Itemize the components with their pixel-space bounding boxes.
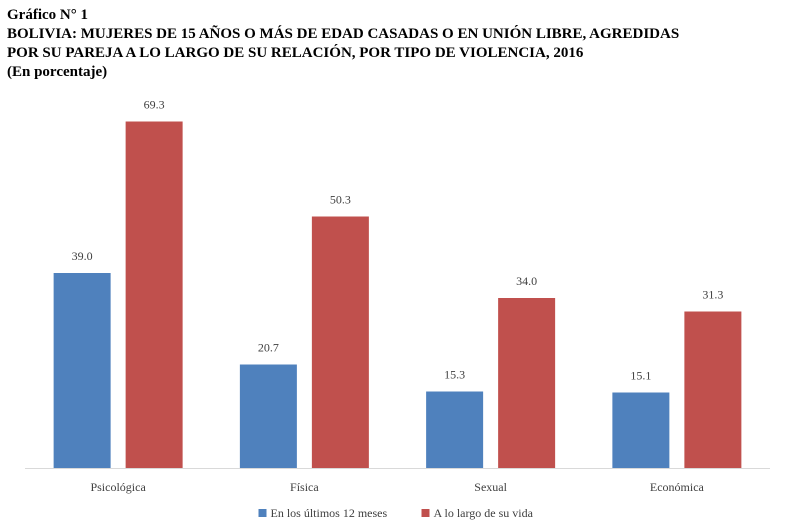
x-tick-label: Sexual (474, 480, 507, 494)
data-label: 50.3 (330, 193, 351, 207)
bar-last-12-months-1 (239, 364, 297, 468)
figure-caption: Gráfico N° 1 (7, 7, 88, 23)
bar-lifetime-1 (311, 216, 369, 468)
data-label: 15.3 (444, 368, 465, 382)
x-tick-label: Económica (650, 480, 705, 494)
chart-header: Gráfico N° 1 BOLIVIA: MUJERES DE 15 AÑOS… (7, 6, 792, 82)
bar-lifetime-2 (498, 298, 556, 468)
data-label: 15.1 (630, 369, 651, 383)
chart-subtitle: (En porcentaje) (7, 64, 108, 80)
bar-lifetime-0 (125, 121, 183, 468)
data-label: 34.0 (516, 274, 537, 288)
x-tick-label: Física (290, 480, 319, 494)
legend-swatch-last-12-months (258, 509, 267, 517)
data-label: 20.7 (258, 341, 279, 355)
legend-label-lifetime: A lo largo de su vida (434, 506, 534, 520)
data-label: 39.0 (72, 249, 93, 263)
data-label: 31.3 (702, 288, 723, 302)
legend-label-last-12-months: En los últimos 12 meses (271, 506, 388, 520)
bar-lifetime-3 (684, 311, 742, 468)
bar-last-12-months-0 (53, 273, 111, 468)
chart-title-line-2: POR SU PAREJA A LO LARGO DE SU RELACIÓN,… (7, 45, 584, 61)
legend-swatch-lifetime (421, 509, 430, 517)
x-tick-label: Psicológica (90, 480, 146, 494)
chart-title-line-1: BOLIVIA: MUJERES DE 15 AÑOS O MÁS DE EDA… (7, 26, 680, 42)
data-label: 69.3 (144, 98, 165, 112)
bar-last-12-months-3 (612, 392, 670, 468)
bar-last-12-months-2 (426, 391, 484, 468)
